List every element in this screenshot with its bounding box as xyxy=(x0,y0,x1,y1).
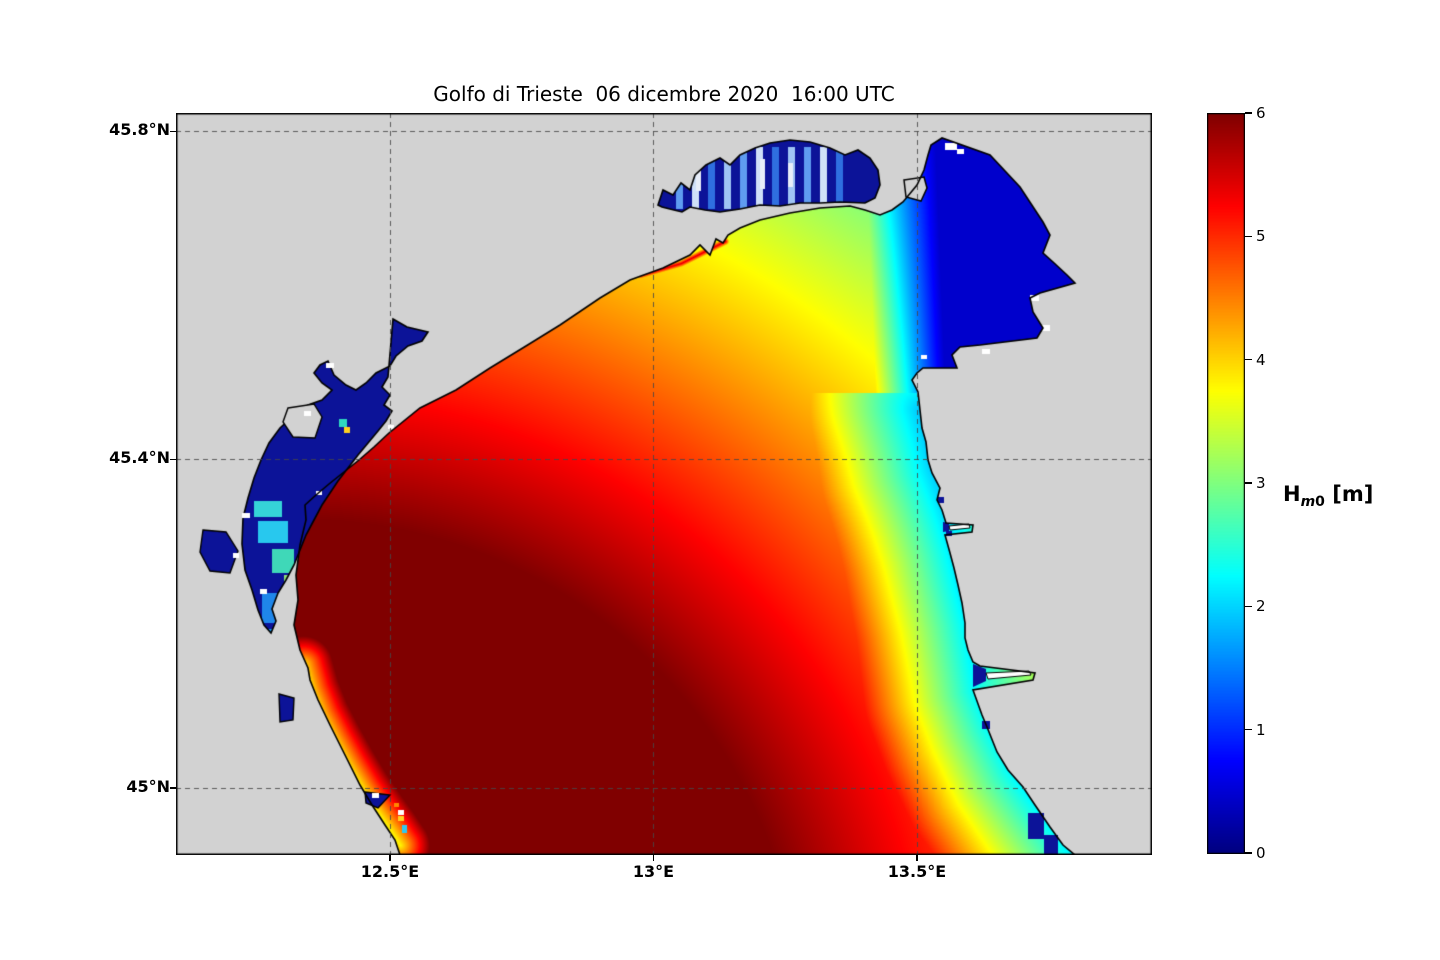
colorbar-tick-mark xyxy=(1245,605,1252,608)
colorbar-tick-mark xyxy=(1245,729,1252,731)
y-tick-label-1: 45.4°N xyxy=(109,448,170,468)
x-tick-label-0: 12.5°E xyxy=(360,862,420,881)
x-tick-mark xyxy=(916,855,918,861)
colorbar-tick-label-2: 2 xyxy=(1256,597,1266,616)
x-tick-label-1: 13°E xyxy=(632,862,675,881)
colorbar-tick-mark xyxy=(1245,852,1252,854)
x-tick-mark xyxy=(652,855,655,861)
colorbar-tick-label-5: 5 xyxy=(1256,227,1266,246)
colorbar-tick-label-4: 4 xyxy=(1256,350,1266,369)
colorbar-tick-mark xyxy=(1245,112,1252,114)
colorbar-label-sub-m: m xyxy=(1300,494,1316,511)
colorbar-tick-mark xyxy=(1245,235,1252,238)
colorbar-tick-label-3: 3 xyxy=(1256,474,1266,492)
colorbar-label: Hm0 [m] xyxy=(1283,482,1373,510)
plot-title: Golfo di Trieste 06 dicembre 2020 16:00 … xyxy=(433,82,895,106)
y-tick-label-0: 45.8°N xyxy=(109,120,170,140)
colorbar-label-sub-0: 0 xyxy=(1315,494,1325,511)
wave-height-map-canvas xyxy=(176,113,1152,855)
colorbar-tick-label-6: 6 xyxy=(1256,104,1266,122)
y-tick-label-2: 45°N xyxy=(126,776,170,796)
y-tick-mark xyxy=(170,458,176,461)
colorbar-tick-mark xyxy=(1245,482,1252,484)
colorbar-label-h: H xyxy=(1283,482,1301,506)
colorbar-tick-label-1: 1 xyxy=(1256,720,1266,739)
y-tick-mark xyxy=(170,787,176,789)
colorbar-label-unit: [m] xyxy=(1324,482,1374,506)
x-tick-mark xyxy=(389,855,391,861)
colorbar-tick-label-0: 0 xyxy=(1256,844,1266,862)
y-tick-mark xyxy=(170,130,176,133)
colorbar-tick-mark xyxy=(1245,359,1252,361)
colorbar-canvas xyxy=(1207,113,1245,854)
x-tick-label-2: 13.5°E xyxy=(887,862,947,881)
